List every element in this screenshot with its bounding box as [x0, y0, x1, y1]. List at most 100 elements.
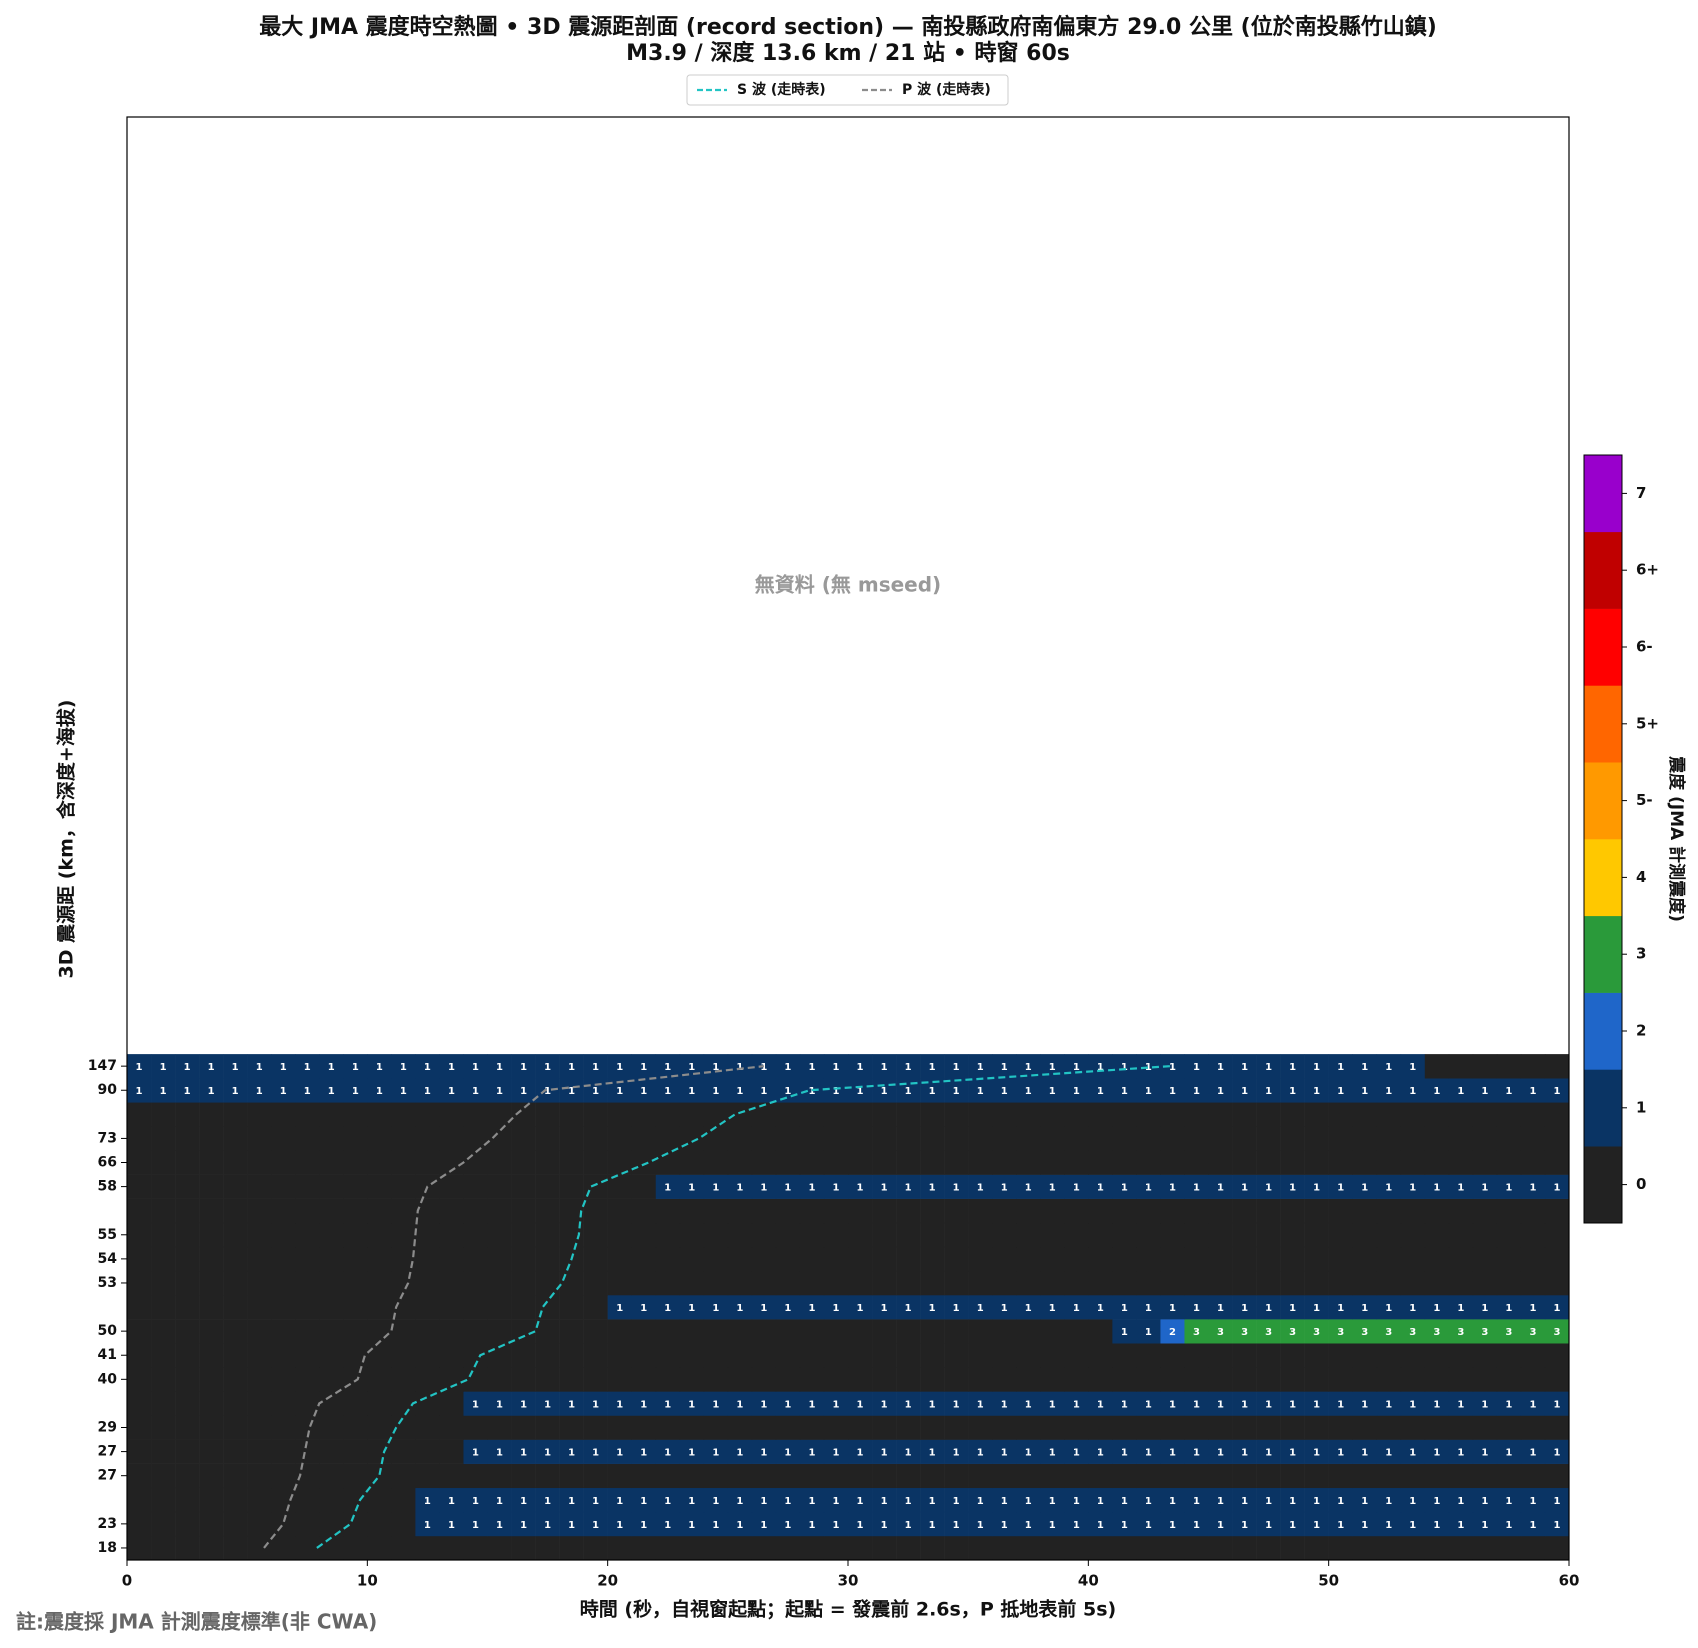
heatmap-cell — [896, 1198, 921, 1224]
cell-label: 1 — [568, 1448, 575, 1459]
heatmap-cell — [391, 1222, 416, 1248]
heatmap-cell — [1448, 1270, 1474, 1296]
annotation: 無資料 (無 mseed) — [755, 573, 941, 597]
heatmap-cell — [848, 1439, 873, 1464]
cell-label: 1 — [832, 1496, 839, 1507]
heatmap-cell — [944, 1126, 969, 1151]
cell-label: 1 — [544, 1520, 551, 1531]
heatmap-cell — [1448, 1246, 1474, 1272]
heatmap-cell — [463, 1391, 488, 1416]
heatmap-cell — [1520, 1511, 1546, 1537]
heatmap-cell — [1184, 1270, 1209, 1296]
heatmap-cell — [607, 1511, 632, 1537]
heatmap-cell — [319, 1150, 344, 1175]
cell-label: 1 — [736, 1183, 743, 1194]
heatmap-cell — [1136, 1391, 1161, 1416]
heatmap-cell — [199, 1535, 224, 1561]
heatmap-cell — [1472, 1391, 1498, 1416]
heatmap-cell — [583, 1463, 608, 1489]
heatmap-cell — [295, 1078, 320, 1103]
heatmap-cell — [367, 1054, 392, 1079]
cell-label: 1 — [688, 1303, 695, 1314]
heatmap-cell — [1472, 1535, 1498, 1561]
cell-label: 1 — [1529, 1399, 1536, 1410]
heatmap-cell — [271, 1150, 296, 1175]
cell-label: 1 — [1145, 1086, 1152, 1097]
heatmap-cell — [1208, 1415, 1233, 1440]
heatmap-cell — [1208, 1222, 1233, 1248]
cell-label: 1 — [929, 1062, 936, 1073]
heatmap-cell — [1496, 1391, 1522, 1416]
heatmap-cell — [1376, 1463, 1402, 1489]
heatmap-cell — [271, 1246, 296, 1272]
heatmap-cell — [1088, 1150, 1113, 1175]
heatmap-cell — [1184, 1343, 1209, 1368]
heatmap-cell — [295, 1535, 320, 1561]
heatmap-cell — [151, 1535, 176, 1561]
cell-label: 1 — [1121, 1327, 1128, 1338]
heatmap-cell — [1520, 1487, 1546, 1513]
heatmap-cell — [247, 1126, 272, 1151]
heatmap-cell — [151, 1150, 176, 1175]
heatmap-cell — [1112, 1174, 1137, 1199]
cell-label: 1 — [1385, 1496, 1392, 1507]
heatmap-cell — [992, 1391, 1017, 1416]
heatmap-cell — [271, 1463, 296, 1489]
heatmap-cell — [367, 1463, 392, 1489]
heatmap-cell — [127, 1246, 152, 1272]
heatmap-cell — [1256, 1174, 1281, 1199]
heatmap-cell — [655, 1270, 681, 1296]
cell-label: 1 — [953, 1520, 960, 1531]
cell-label: 1 — [1193, 1086, 1200, 1097]
cell-label: 1 — [736, 1062, 743, 1073]
cell-label: 1 — [1409, 1520, 1416, 1531]
heatmap-cell — [1376, 1222, 1402, 1248]
heatmap-cell — [223, 1535, 248, 1561]
heatmap-cell — [1112, 1270, 1137, 1296]
heatmap-cell — [1136, 1246, 1161, 1272]
heatmap-cell — [271, 1198, 296, 1224]
heatmap-cell — [343, 1487, 368, 1513]
heatmap-cell — [1232, 1174, 1257, 1199]
heatmap-cell — [1016, 1102, 1041, 1127]
heatmap-cell — [992, 1415, 1017, 1440]
heatmap-cell — [151, 1415, 176, 1440]
heatmap-cell — [1280, 1343, 1305, 1368]
cell-label: 1 — [1097, 1448, 1104, 1459]
cell-label: 1 — [953, 1183, 960, 1194]
heatmap-cell — [703, 1391, 729, 1416]
heatmap-cell — [1304, 1078, 1329, 1103]
heatmap-cell — [727, 1174, 753, 1199]
heatmap-cell — [1040, 1511, 1065, 1537]
heatmap-cell — [559, 1535, 584, 1561]
cell-label: 1 — [712, 1062, 719, 1073]
cell-label: 1 — [1265, 1303, 1272, 1314]
heatmap-cell — [751, 1126, 777, 1151]
heatmap-cell — [944, 1054, 969, 1079]
heatmap-cell — [391, 1343, 416, 1368]
heatmap-cell — [920, 1439, 945, 1464]
heatmap-cell — [1160, 1174, 1185, 1199]
cell-label: 1 — [1457, 1448, 1464, 1459]
heatmap-cell — [968, 1198, 993, 1224]
heatmap-cell — [1112, 1078, 1137, 1103]
heatmap-cell — [1160, 1198, 1185, 1224]
cell-label: 1 — [1025, 1496, 1032, 1507]
cell-label: 1 — [208, 1086, 215, 1097]
heatmap-cell — [1136, 1078, 1161, 1103]
heatmap-cell — [775, 1270, 801, 1296]
heatmap-cell — [1376, 1535, 1402, 1561]
heatmap-cell — [415, 1270, 440, 1296]
y-tick-label: 23 — [98, 1516, 117, 1532]
heatmap-cell — [751, 1391, 777, 1416]
heatmap-cell — [223, 1126, 248, 1151]
heatmap-cell — [1496, 1174, 1522, 1199]
heatmap-cell — [1376, 1511, 1402, 1537]
heatmap-cell — [823, 1415, 849, 1440]
heatmap-cell — [727, 1511, 753, 1537]
heatmap-cell — [1016, 1319, 1041, 1344]
heatmap-cell — [992, 1343, 1017, 1368]
heatmap-cell — [1328, 1343, 1353, 1368]
heatmap-cell — [1040, 1391, 1065, 1416]
